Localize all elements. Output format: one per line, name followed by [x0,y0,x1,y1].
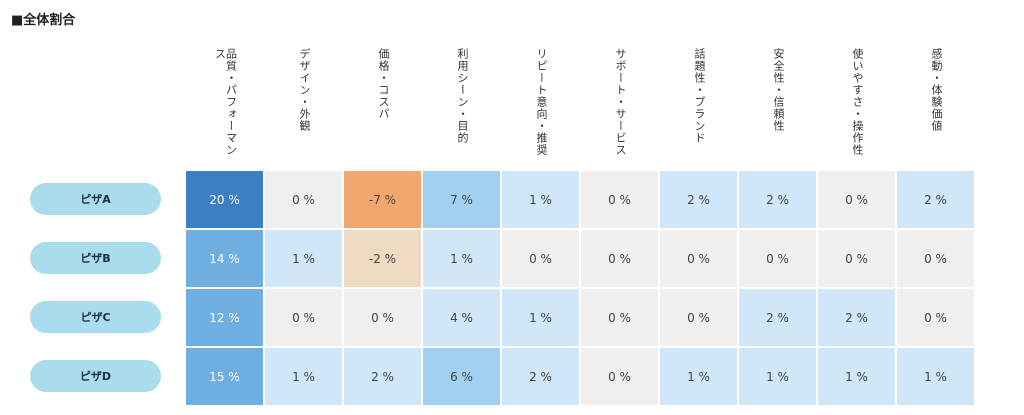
chart-title: ■全体割合 [11,13,76,28]
heatmap-cell: 2 % [739,171,816,228]
heatmap-cell: 6 % [423,348,500,405]
heatmap-cell: 2 % [660,171,737,228]
heatmap-cell: 1 % [502,289,579,346]
column-header: 使いやすさ・操作性 [818,48,897,164]
column-header: サポート・サービス [581,48,660,164]
column-header-label: 品質・パフォーマンス [213,48,238,156]
row-label: ピザC [30,301,161,333]
heatmap-cell: 0 % [502,230,579,287]
column-header: リピート意向・推奨 [502,48,581,164]
heatmap-cell: 0 % [265,289,342,346]
heatmap-cell: 0 % [581,230,658,287]
heatmap-cell: 0 % [344,289,421,346]
row-label: ピザD [30,360,161,392]
table-row: ピザC 12 % 0 % 0 % 4 % 1 % 0 % 0 % 2 % 2 % 0 % [0,289,1024,346]
heatmap-cell: 1 % [265,348,342,405]
heatmap-cell: 0 % [818,171,895,228]
column-header-label: 価格・コスパ [377,48,390,120]
heatmap-cell: 2 % [502,348,579,405]
heatmap-cell: 0 % [581,348,658,405]
heatmap-cell: 1 % [897,348,974,405]
heatmap-cell: 1 % [660,348,737,405]
column-header: 品質・パフォーマンス [186,48,265,164]
heatmap-cell: 1 % [818,348,895,405]
heatmap-cell: 0 % [897,289,974,346]
heatmap-cell: 2 % [739,289,816,346]
column-header-label: 話題性・ブランド [693,48,706,144]
column-header-label: デザイン・外観 [298,48,311,132]
heatmap-cell: 2 % [818,289,895,346]
column-header-label: 使いやすさ・操作性 [851,48,864,156]
table-row: ピザD 15 % 1 % 2 % 6 % 2 % 0 % 1 % 1 % 1 % 1 % [0,348,1024,405]
heatmap-cell: 0 % [581,171,658,228]
heatmap-cell: 1 % [265,230,342,287]
heatmap-cell: 15 % [186,348,263,405]
heatmap-cell: 4 % [423,289,500,346]
heatmap-cell: 0 % [897,230,974,287]
heatmap-cell: 12 % [186,289,263,346]
heatmap-cell: 0 % [265,171,342,228]
column-headers: 品質・パフォーマンス デザイン・外観 価格・コスパ 利用シーン・目的 リピート意向・推奨… [186,48,976,164]
column-header-label: リピート意向・推奨 [535,48,548,156]
heatmap-cell: 1 % [739,348,816,405]
heatmap-cell: 0 % [818,230,895,287]
heatmap-cell: 7 % [423,171,500,228]
row-label: ピザA [30,183,161,215]
column-header-label: 安全性・信頼性 [772,48,785,132]
heatmap-cell: 14 % [186,230,263,287]
heatmap-cell: 0 % [660,230,737,287]
column-header: 感動・体験価値 [897,48,976,164]
heatmap-cell: 0 % [739,230,816,287]
column-header-label: サポート・サービス [614,48,627,156]
heatmap-cell: -2 % [344,230,421,287]
row-label: ピザB [30,242,161,274]
column-header: デザイン・外観 [265,48,344,164]
heatmap-cell: 0 % [581,289,658,346]
heatmap-cell: 1 % [423,230,500,287]
heatmap-cell: 0 % [660,289,737,346]
heatmap-cell: 20 % [186,171,263,228]
table-row: ピザB 14 % 1 % -2 % 1 % 0 % 0 % 0 % 0 % 0 % 0 % [0,230,1024,287]
column-header: 安全性・信頼性 [739,48,818,164]
column-header: 価格・コスパ [344,48,423,164]
heatmap-cell: 2 % [897,171,974,228]
heatmap-cell: -7 % [344,171,421,228]
column-header: 利用シーン・目的 [423,48,502,164]
column-header-label: 利用シーン・目的 [456,48,469,144]
heatmap-cell: 2 % [344,348,421,405]
column-header-label: 感動・体験価値 [930,48,943,132]
column-header: 話題性・ブランド [660,48,739,164]
table-row: ピザA 20 % 0 % -7 % 7 % 1 % 0 % 2 % 2 % 0 % 2 % [0,171,1024,228]
heatmap-cell: 1 % [502,171,579,228]
